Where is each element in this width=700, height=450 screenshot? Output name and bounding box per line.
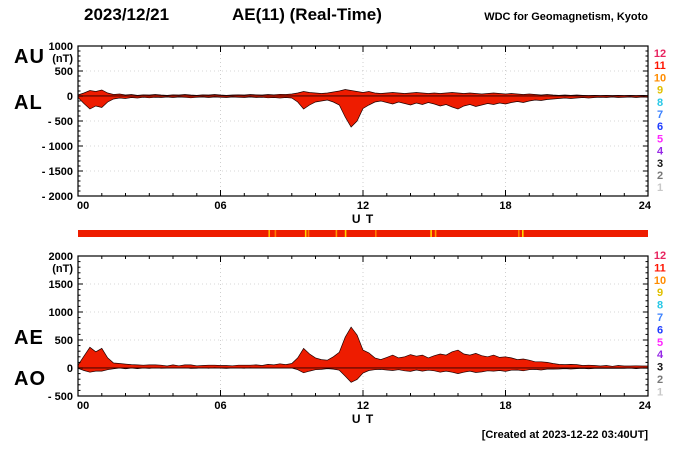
station-count-3: 3 [657, 158, 663, 170]
station-count-11: 11 [654, 60, 666, 72]
y-unit-label: (nT) [52, 53, 73, 65]
x-tick-label: 00 [77, 200, 89, 212]
ut-axis-label: U T [352, 412, 374, 426]
availability-mark [307, 230, 310, 237]
date-label: 2023/12/21 [84, 5, 170, 24]
station-count-5: 5 [657, 337, 663, 349]
y-unit-label: (nT) [52, 263, 73, 275]
source-label: WDC for Geomagnetism, Kyoto [484, 11, 648, 23]
y-tick-label: - 1500 [42, 166, 73, 178]
availability-mark [434, 230, 437, 237]
al-axis-label: AL [14, 92, 43, 114]
station-count-2: 2 [657, 170, 663, 182]
station-count-7: 7 [657, 109, 663, 121]
availability-mark [304, 230, 307, 237]
au-axis-label: AU [14, 46, 45, 68]
station-count-4: 4 [657, 349, 664, 361]
x-tick-label: 18 [499, 400, 511, 412]
availability-mark [522, 230, 524, 237]
series-AO [77, 367, 649, 383]
station-count-10: 10 [654, 72, 666, 84]
station-count-12: 12 [654, 250, 666, 262]
series-AE [77, 326, 649, 369]
availability-mark [268, 230, 270, 237]
station-count-10: 10 [654, 275, 666, 287]
page-title: AE(11) (Real-Time) [232, 5, 382, 24]
y-tick-label: 1500 [49, 279, 73, 291]
y-tick-label: - 1000 [42, 141, 73, 153]
series-AL [77, 95, 649, 128]
station-count-1: 1 [657, 386, 663, 398]
x-tick-label: 12 [357, 200, 369, 212]
ao-axis-label: AO [14, 368, 46, 390]
station-count-6: 6 [657, 121, 663, 133]
station-availability-bar [78, 230, 648, 237]
y-tick-label: - 500 [48, 116, 73, 128]
ae-axis-label: AE [14, 327, 44, 349]
x-tick-label: 12 [357, 400, 369, 412]
station-count-9: 9 [657, 85, 663, 97]
availability-mark [518, 230, 520, 237]
x-tick-label: 18 [499, 200, 511, 212]
availability-base [78, 230, 648, 237]
station-count-7: 7 [657, 312, 663, 324]
station-count-9: 9 [657, 287, 663, 299]
y-tick-label: - 2000 [42, 191, 73, 203]
x-tick-label: 00 [77, 400, 89, 412]
ut-axis-label: U T [352, 212, 374, 226]
y-tick-label: 500 [55, 335, 73, 347]
x-tick-label: 24 [639, 400, 652, 412]
series-AU [77, 89, 649, 97]
availability-mark [274, 230, 277, 237]
station-count-1: 1 [657, 182, 663, 194]
x-tick-label: 06 [214, 200, 226, 212]
created-timestamp: [Created at 2023-12-22 03:40UT] [481, 429, 648, 441]
au-al-chart: 1000 500 0 - 500 - 1000 - 1500 - 2000 (nT) 00 06 1… [42, 41, 666, 226]
station-count-6: 6 [657, 324, 663, 336]
x-tick-label: 06 [214, 400, 226, 412]
station-count-3: 3 [657, 362, 663, 374]
y-tick-label: 1000 [49, 41, 73, 53]
y-tick-label: 1000 [49, 307, 73, 319]
availability-mark [375, 230, 377, 237]
y-tick-label: 0 [67, 91, 73, 103]
availability-mark [344, 230, 347, 237]
x-tick-label: 24 [639, 200, 652, 212]
station-count-8: 8 [657, 300, 663, 312]
station-count-2: 2 [657, 374, 663, 386]
availability-mark [335, 230, 338, 237]
station-count-8: 8 [657, 97, 663, 109]
y-tick-label: 500 [55, 66, 73, 78]
station-count-5: 5 [657, 133, 663, 145]
station-count-4: 4 [657, 146, 664, 158]
y-tick-label: 2000 [49, 251, 73, 263]
y-tick-label: - 500 [48, 391, 73, 403]
station-count-11: 11 [654, 262, 666, 274]
y-tick-label: 0 [67, 363, 73, 375]
station-count-12: 12 [654, 48, 666, 60]
availability-mark [430, 230, 432, 237]
